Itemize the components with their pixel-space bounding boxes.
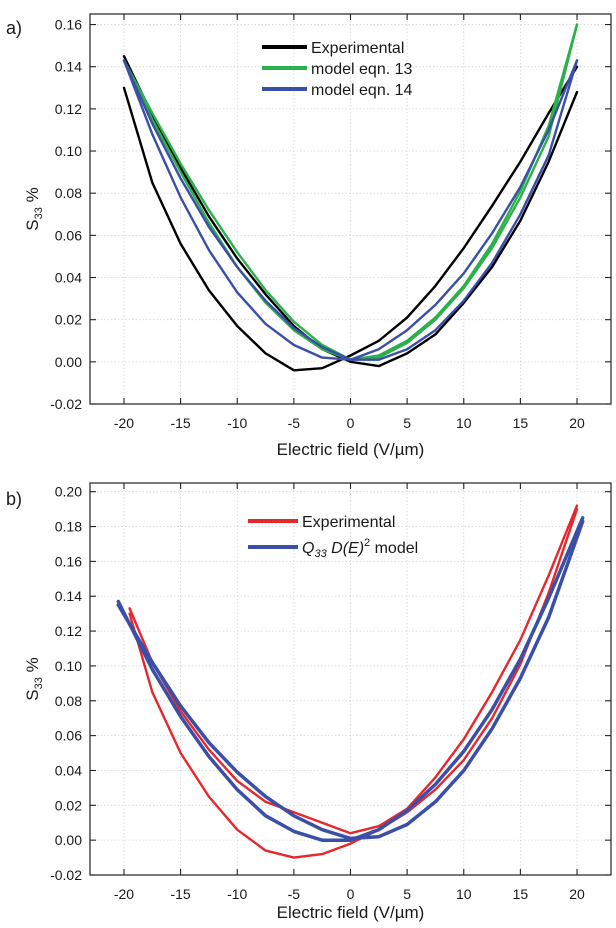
y-tick-label: 0.02 — [55, 797, 82, 813]
legend-label-mid: D(E) — [327, 540, 364, 557]
y-tick-label: 0.12 — [55, 101, 82, 117]
legend-label-end: model — [370, 540, 418, 557]
x-tick-label: 5 — [403, 415, 411, 431]
series-line-1 — [128, 504, 579, 835]
legend: Experimental Q33 D(E)2 model — [248, 514, 418, 560]
y-tick-label: -0.02 — [50, 396, 82, 412]
y-tick-label: 0.10 — [55, 143, 82, 159]
x-tick-label: 15 — [513, 886, 529, 902]
x-tick-label: 20 — [569, 415, 585, 431]
y-tick-label: 0.06 — [55, 728, 82, 744]
x-tick-label: 0 — [347, 886, 355, 902]
series-line-2 — [116, 516, 585, 842]
y-tick-label: 0.16 — [55, 553, 82, 569]
x-tick-label: 20 — [569, 886, 585, 902]
panel-label: b) — [6, 489, 22, 509]
y-tick-label: 0.14 — [55, 59, 82, 75]
chart-panel-a: -20 -15 -10 -5 0 5 10 15 20 -0.02 0.00 0.02 0.04 0.06… — [6, 13, 612, 459]
series-line-1 — [122, 65, 579, 372]
y-axis-label-unit: % — [23, 187, 42, 202]
series-line-3 — [122, 59, 579, 361]
y-axis-label-base: S — [23, 689, 42, 700]
y-tick-label: 0.10 — [55, 658, 82, 674]
x-axis-label: Electric field (V/µm) — [277, 903, 425, 922]
y-tick-label: 0.04 — [55, 270, 82, 286]
x-tick-label: 0 — [347, 415, 355, 431]
y-tick-label: 0.00 — [55, 354, 82, 370]
legend-label: Experimental — [311, 40, 404, 57]
y-tick-label: 0.12 — [55, 623, 82, 639]
y-tick-label: 0.02 — [55, 312, 82, 328]
x-tick-label: -10 — [227, 886, 247, 902]
x-tick-label: -5 — [288, 886, 301, 902]
x-tick-label: 10 — [456, 415, 472, 431]
chart-panel-b: -20 -15 -10 -5 0 5 10 15 20 -0.02 0.00 0.02 0.04 0.06… — [6, 482, 612, 922]
x-tick-label: 10 — [456, 886, 472, 902]
y-tick-label: 0.06 — [55, 227, 82, 243]
y-axis-label-base: S — [23, 219, 42, 230]
legend: Experimental model eqn. 13 model eqn. 14 — [262, 40, 413, 99]
legend-label: Q33 D(E)2 model — [302, 537, 418, 560]
x-tick-label: 15 — [513, 415, 529, 431]
series-line-1 — [128, 507, 579, 859]
legend-label: Experimental — [302, 514, 395, 531]
x-tick-label: -15 — [170, 886, 190, 902]
series-line-1 — [122, 55, 579, 368]
legend-label: model eqn. 13 — [311, 61, 413, 78]
legend-label-superscript: 2 — [364, 537, 370, 549]
x-axis-label: Electric field (V/µm) — [277, 440, 425, 459]
x-tick-label: -15 — [170, 415, 190, 431]
y-axis-label: S33 % — [23, 187, 45, 230]
y-axis-label-subscript: 33 — [33, 677, 45, 689]
y-tick-label: 0.08 — [55, 693, 82, 709]
y-axis-label-unit: % — [23, 657, 42, 672]
x-tick-label: 5 — [403, 886, 411, 902]
y-axis-label: S33 % — [23, 657, 45, 700]
panel-label: a) — [6, 18, 22, 38]
y-axis-label-subscript: 33 — [33, 207, 45, 219]
y-tick-label: 0.18 — [55, 519, 82, 535]
legend-label-main: Q — [302, 540, 314, 557]
y-tick-label: 0.00 — [55, 832, 82, 848]
y-tick-label: 0.20 — [55, 484, 82, 500]
y-tick-label: -0.02 — [50, 867, 82, 883]
x-tick-label: -20 — [114, 886, 134, 902]
y-tick-label: 0.14 — [55, 588, 82, 604]
y-tick-label: 0.08 — [55, 185, 82, 201]
x-tick-label: -5 — [288, 415, 301, 431]
legend-label: model eqn. 14 — [311, 82, 413, 99]
y-tick-label: 0.04 — [55, 762, 82, 778]
x-tick-label: -10 — [227, 415, 247, 431]
legend-label-subscript: 33 — [314, 548, 327, 560]
y-tick-label: 0.16 — [55, 17, 82, 33]
x-tick-label: -20 — [114, 415, 134, 431]
